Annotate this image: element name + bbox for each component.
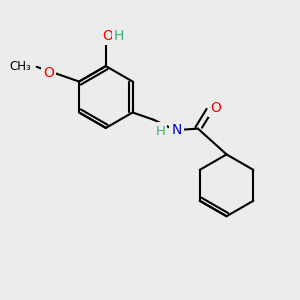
Text: CH₃: CH₃ bbox=[10, 60, 32, 73]
Text: H: H bbox=[155, 124, 165, 137]
Text: O: O bbox=[102, 29, 113, 43]
Text: H: H bbox=[114, 29, 124, 43]
Text: O: O bbox=[44, 66, 54, 80]
Text: O: O bbox=[210, 101, 221, 115]
Text: N: N bbox=[171, 123, 182, 137]
